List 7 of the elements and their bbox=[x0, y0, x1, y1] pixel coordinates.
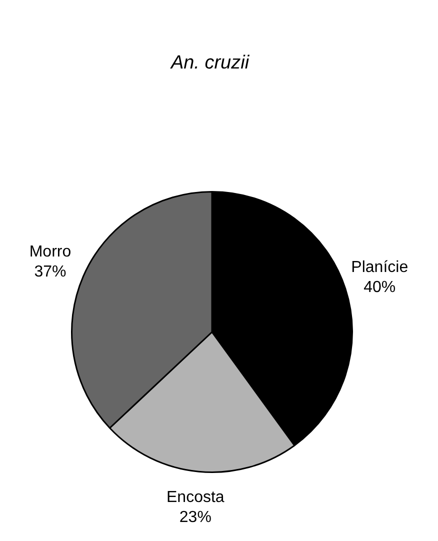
slice-label: Morro bbox=[29, 243, 72, 260]
slice-label: Planície bbox=[351, 258, 408, 276]
chart-title: An. cruzii bbox=[170, 52, 250, 74]
data-label: 23% bbox=[179, 508, 212, 526]
data-label: 37% bbox=[34, 263, 66, 280]
slice-label: Encosta bbox=[166, 488, 224, 506]
data-label: 40% bbox=[364, 278, 396, 296]
